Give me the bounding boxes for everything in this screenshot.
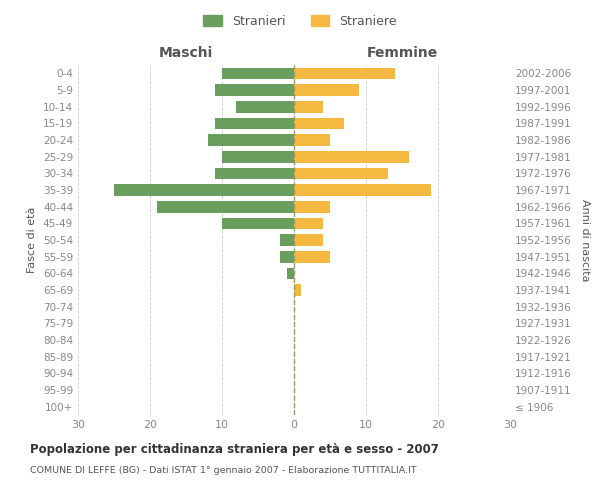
Bar	[222, 151, 294, 162]
Bar	[222, 68, 294, 79]
Bar	[280, 234, 294, 246]
Bar	[294, 284, 301, 296]
Bar	[294, 118, 344, 129]
Bar	[294, 101, 323, 112]
Bar	[294, 251, 330, 262]
Text: Maschi: Maschi	[159, 46, 213, 60]
Bar	[294, 234, 323, 246]
Bar	[294, 84, 359, 96]
Bar	[236, 101, 294, 112]
Bar	[215, 168, 294, 179]
Text: COMUNE DI LEFFE (BG) - Dati ISTAT 1° gennaio 2007 - Elaborazione TUTTITALIA.IT: COMUNE DI LEFFE (BG) - Dati ISTAT 1° gen…	[30, 466, 416, 475]
Bar	[294, 168, 388, 179]
Y-axis label: Anni di nascita: Anni di nascita	[580, 198, 590, 281]
Bar	[294, 151, 409, 162]
Bar	[215, 118, 294, 129]
Bar	[287, 268, 294, 279]
Legend: Stranieri, Straniere: Stranieri, Straniere	[199, 11, 401, 32]
Bar	[157, 201, 294, 212]
Bar	[114, 184, 294, 196]
Bar	[208, 134, 294, 146]
Bar	[294, 218, 323, 229]
Bar	[222, 218, 294, 229]
Y-axis label: Fasce di età: Fasce di età	[28, 207, 37, 273]
Bar	[280, 251, 294, 262]
Bar	[294, 184, 431, 196]
Text: Femmine: Femmine	[367, 46, 437, 60]
Bar	[294, 134, 330, 146]
Bar	[294, 68, 395, 79]
Bar	[215, 84, 294, 96]
Text: Popolazione per cittadinanza straniera per età e sesso - 2007: Popolazione per cittadinanza straniera p…	[30, 442, 439, 456]
Bar	[294, 201, 330, 212]
